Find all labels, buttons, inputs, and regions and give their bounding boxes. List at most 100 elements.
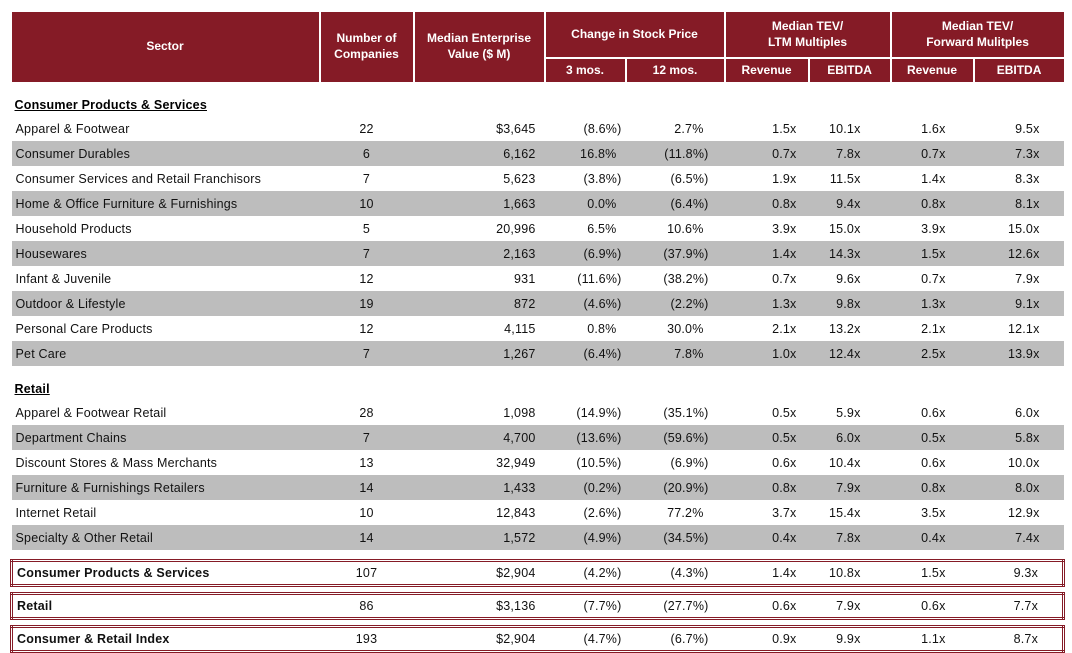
cell-3mos: (2.6%) (583, 505, 622, 520)
cell-3mos: (13.6%) (544, 425, 626, 450)
cell-enterprise-value: 2,163 (413, 241, 545, 266)
cell-12mos: (38.2%) (663, 271, 709, 286)
cell-fwd-ebitda: 6.0x (1015, 405, 1040, 420)
cell-fwd-revenue: 0.6x (921, 405, 946, 420)
sector-comps-table: Sector Number of Companies Median Enterp… (10, 12, 1066, 653)
cell-3mos: (14.9%) (576, 405, 622, 420)
cell-enterprise-value: 4,115 (504, 321, 536, 336)
cell-enterprise-value: 1,663 (413, 191, 545, 216)
section-row: Consumer Products & Services (12, 82, 1064, 116)
table-row: Housewares 7 2,163 (6.9%) (37.9%) 1.4x 14.3x 1.… (11, 241, 1064, 266)
cell-3mos: 16.8% (544, 141, 626, 166)
cell-12mos: (2.2%) (625, 291, 725, 316)
cell-fwd-ebitda: 10.0x (1007, 455, 1040, 470)
cell-3mos: (4.9%) (544, 525, 626, 550)
cell-12mos: (6.7%) (625, 625, 725, 653)
cell-12mos: (34.5%) (625, 525, 725, 550)
cell-fwd-ebitda: 7.4x (973, 525, 1064, 550)
cell-fwd-revenue: 0.7x (890, 141, 974, 166)
cell-ltm-revenue: 3.9x (772, 221, 797, 236)
cell-enterprise-value: 5,623 (503, 171, 536, 186)
cell-sector: Discount Stores & Mass Merchants (15, 455, 218, 470)
cell-ltm-revenue: 1.3x (724, 291, 809, 316)
cell-fwd-ebitda: 12.1x (1007, 321, 1040, 336)
cell-ltm-revenue: 0.5x (724, 425, 809, 450)
table-row: Department Chains 7 4,700 (13.6%) (59.6%) 0.5… (11, 425, 1064, 450)
cell-3mos: (3.8%) (583, 171, 622, 186)
cell-companies: 22 (359, 121, 374, 136)
cell-fwd-ebitda: 12.6x (973, 241, 1064, 266)
cell-fwd-ebitda: 9.5x (1015, 121, 1040, 136)
cell-companies: 10 (359, 505, 374, 520)
cell-fwd-ebitda: 8.1x (973, 191, 1064, 216)
cell-12mos: (11.8%) (625, 141, 725, 166)
subheader-fwd-ebitda: EBITDA (973, 58, 1064, 82)
cell-sector: Outdoor & Lifestyle (11, 291, 320, 316)
cell-fwd-revenue: 3.9x (921, 221, 946, 236)
cell-enterprise-value: 1,572 (413, 525, 545, 550)
subheader-ltm-ebitda: EBITDA (808, 58, 892, 82)
cell-fwd-revenue: 0.7x (921, 271, 946, 286)
cell-3mos: 6.5% (587, 221, 617, 236)
subheader-fwd-revenue: Revenue (890, 58, 975, 82)
cell-fwd-revenue: 1.5x (890, 559, 974, 587)
cell-12mos: (27.7%) (625, 592, 725, 620)
cell-ltm-revenue: 0.6x (724, 592, 809, 620)
cell-ltm-revenue: 0.6x (772, 455, 797, 470)
cell-ltm-ebitda: 9.8x (808, 291, 891, 316)
table-row: Home & Office Furniture & Furnishings 10 1… (11, 191, 1064, 216)
summary-row: Retail 86 $3,136 (7.7%) (27.7%) 0.6x 7.9x 0.6x 7… (10, 592, 1066, 620)
table-row: Specialty & Other Retail 14 1,572 (4.9%) (34… (11, 525, 1064, 550)
cell-enterprise-value: 20,996 (496, 221, 536, 236)
cell-fwd-revenue: 0.4x (890, 525, 974, 550)
cell-3mos: (11.6%) (577, 271, 622, 286)
table-row: Outdoor & Lifestyle 19 872 (4.6%) (2.2%) 1.3x… (11, 291, 1064, 316)
cell-ltm-revenue: 0.7x (724, 141, 809, 166)
cell-ltm-ebitda: 9.4x (808, 191, 891, 216)
table-header: Sector Number of Companies Median Enterp… (11, 12, 1064, 82)
table-row: Pet Care 7 1,267 (6.4%) 7.8% 1.0x 12.4x 2.5x 13.… (11, 341, 1064, 366)
section-label: Consumer Products & Services (14, 98, 207, 112)
summary-row: Consumer Products & Services 107 $2,904 (4.… (10, 559, 1066, 587)
cell-ltm-revenue: 1.0x (724, 341, 809, 366)
cell-fwd-revenue: 0.8x (890, 191, 974, 216)
cell-ltm-revenue: 0.9x (724, 625, 809, 653)
cell-12mos: 7.8% (625, 341, 725, 366)
cell-sector: Consumer & Retail Index (10, 625, 320, 653)
cell-ltm-ebitda: 5.9x (836, 405, 861, 420)
table-row: Apparel & Footwear Retail 28 1,098 (14.9%) (… (12, 400, 1064, 425)
cell-enterprise-value: $3,136 (413, 592, 545, 620)
cell-ltm-revenue: 1.4x (724, 241, 809, 266)
table-row: Consumer Services and Retail Franchisors… (12, 166, 1064, 191)
cell-sector: Household Products (15, 221, 132, 236)
cell-fwd-revenue: 0.6x (890, 592, 974, 620)
cell-companies: 12 (359, 321, 374, 336)
cell-12mos: 77.2% (667, 505, 704, 520)
cell-ltm-ebitda: 15.0x (828, 221, 861, 236)
cell-12mos: (59.6%) (625, 425, 725, 450)
cell-12mos: (6.5%) (670, 171, 709, 186)
cell-ltm-ebitda: 6.0x (808, 425, 891, 450)
cell-fwd-revenue: 1.6x (921, 121, 946, 136)
cell-companies: 7 (319, 425, 414, 450)
cell-ltm-ebitda: 15.4x (828, 505, 861, 520)
cell-fwd-revenue: 1.5x (890, 241, 974, 266)
cell-fwd-revenue: 0.8x (890, 475, 974, 500)
cell-3mos: 0.8% (587, 321, 617, 336)
cell-companies: 14 (319, 525, 414, 550)
cell-ltm-revenue: 1.5x (772, 121, 797, 136)
subheader-3mos: 3 mos. (544, 58, 627, 82)
cell-fwd-ebitda: 7.7x (973, 592, 1066, 620)
cell-companies: 86 (319, 592, 414, 620)
cell-3mos: (6.4%) (544, 341, 626, 366)
cell-fwd-ebitda: 5.8x (973, 425, 1064, 450)
cell-12mos: (6.4%) (625, 191, 725, 216)
cell-enterprise-value: 931 (514, 271, 536, 286)
section-row: Retail (12, 366, 1064, 400)
cell-companies: 7 (362, 171, 371, 186)
cell-fwd-ebitda: 9.1x (973, 291, 1064, 316)
cell-ltm-revenue: 3.7x (772, 505, 797, 520)
cell-12mos: 30.0% (667, 321, 704, 336)
table-row: Household Products 5 20,996 6.5% 10.6% 3.9x 15… (12, 216, 1064, 241)
header-number-of-companies: Number of Companies (319, 12, 415, 82)
